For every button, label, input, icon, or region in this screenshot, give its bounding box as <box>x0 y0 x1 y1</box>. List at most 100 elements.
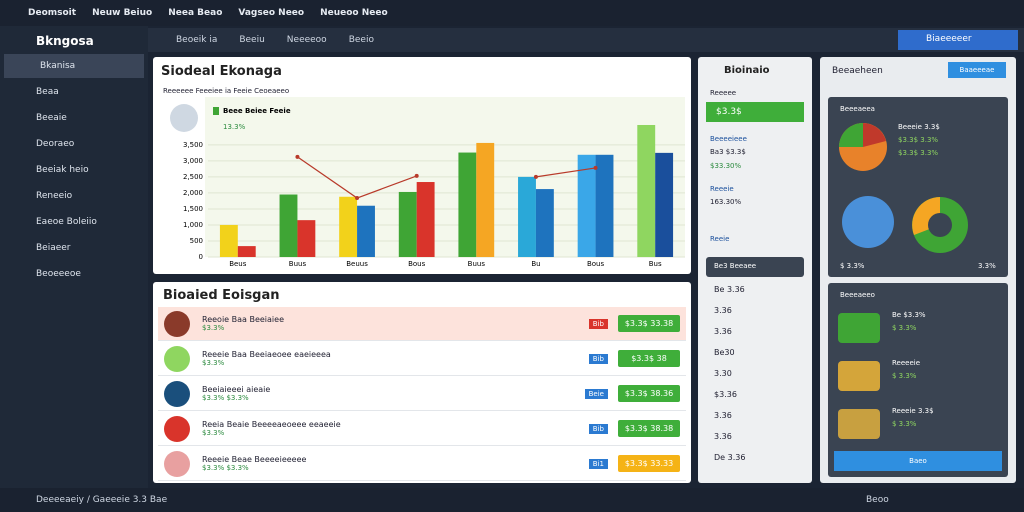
brand: Bkngosa <box>36 34 94 48</box>
item-name: Reeeie <box>710 185 734 193</box>
stat: 13.3% <box>223 123 246 131</box>
badge: Bib <box>588 423 608 434</box>
y-tick-label: 1,000 <box>183 221 203 229</box>
toolbar: Beoeik ia Beeiu Neeeeoo Beeio <box>148 28 1024 52</box>
tab[interactable]: Neeeeoo <box>286 35 327 45</box>
row-text: Reeoie Baa Beeiaiee $3.3% <box>202 315 284 332</box>
donut-hole <box>928 213 952 237</box>
avatar <box>164 310 190 337</box>
bar <box>357 205 375 257</box>
panel-title: Beeaeheen <box>832 66 883 76</box>
nav-item[interactable]: Beeiak heio <box>36 165 89 175</box>
bar <box>237 246 256 257</box>
list-row[interactable]: Reeia Beaie Beeeeaeoeee eeaeeie $3.3% Bib $… <box>158 412 686 446</box>
tab[interactable]: Beoeik ia <box>176 35 218 45</box>
row-button[interactable]: $3.3$ 38.38 <box>618 420 680 437</box>
code: De 3.36 <box>714 453 746 462</box>
avatar <box>170 104 198 132</box>
card-title: Beeeaeeo <box>840 291 875 299</box>
menu[interactable]: Neueoo Neeo <box>320 8 388 18</box>
nav-item[interactable]: Beiaeer <box>36 243 71 253</box>
row-button[interactable]: $3.3$ 33.33 <box>618 455 680 472</box>
row-sub: $3.3% <box>202 429 225 437</box>
avatar-circle <box>842 196 894 248</box>
tab[interactable]: Beeiu <box>239 35 265 45</box>
list-row[interactable]: Reeeie Baa Beeiaeoee eaeieeea $3.3% Bib $3.… <box>158 342 686 376</box>
search[interactable]: Biaeeeeer <box>898 30 1018 50</box>
card-line: $3.3$ 3.3% <box>898 136 939 144</box>
x-tick-label: Bus <box>649 260 662 268</box>
nav-item[interactable]: Beaa <box>36 87 59 97</box>
bar <box>637 124 656 257</box>
list-row[interactable]: Reeeie Beae Beeeeieeeee $3.3% $3.3% Bi1 $3.… <box>158 447 686 481</box>
card-line: 3.3% <box>978 262 996 270</box>
top-bar: Deomsoit Neuw Beiuo Neea Beao Vagseo Nee… <box>0 0 1024 26</box>
x-tick-label: Buus <box>468 260 486 268</box>
avatar <box>164 450 190 477</box>
nav-item[interactable]: Deoraeo <box>36 139 75 149</box>
item-line: Be $3.3% <box>892 311 926 319</box>
nav-item[interactable]: Reneeio <box>36 191 73 201</box>
status-bar: Deeeeaeiy / Gaeeeie 3.3 Bae Beoo <box>0 488 1024 512</box>
x-tick-label: Beus <box>229 260 247 268</box>
button[interactable]: Baaeeeae <box>948 62 1006 78</box>
panel-subtitle: Reeeeee Feeeiee ia Feeie Ceoeaeeo <box>163 87 290 95</box>
bar <box>458 152 477 257</box>
row-name: Reeoie Baa Beeiaiee <box>202 315 284 324</box>
y-tick-label: 2,000 <box>183 189 203 197</box>
bar-chart: Beee Beiee Feeie 13.3% 0 500 1,000 1,500 2,0… <box>170 97 685 268</box>
nav-item[interactable]: Bkanisa <box>4 54 144 78</box>
code: $3.36 <box>714 390 737 399</box>
y-tick-label: 3,500 <box>183 141 203 149</box>
menu[interactable]: Vagseo Neeo <box>238 8 305 18</box>
y-tick-label: 2,500 <box>183 173 203 181</box>
person-name: Beee Beiee Feeie <box>223 107 291 115</box>
row-button[interactable]: $3.3$ 33.38 <box>618 315 680 332</box>
nav-item[interactable]: Beoeeeoe <box>36 269 81 279</box>
card-line: $ 3.3% <box>840 262 865 270</box>
x-tick-label: Bous <box>587 260 605 268</box>
row-sub: $3.3% <box>202 359 225 367</box>
code: Be30 <box>714 348 735 357</box>
item-line: $ 3.3% <box>892 324 917 332</box>
menu[interactable]: Neuw Beiuo <box>92 8 153 18</box>
row-button[interactable]: $3.3$ 38.36 <box>618 385 680 402</box>
nav-item[interactable]: Beeaie <box>36 113 67 123</box>
item-line: $ 3.3% <box>892 420 917 428</box>
code: 3.36 <box>714 411 732 420</box>
right-panel: Beeaeheen Baaeeeae Beeeaeea Beeeie 3.3$ $… <box>820 57 1016 483</box>
row-name: Reeeie Baa Beeiaeoee eaeieeea <box>202 350 331 359</box>
row-name: Reeia Beaie Beeeeaeoeee eeaeeie <box>202 420 341 429</box>
bar <box>219 224 238 257</box>
card-title: Beeeaeea <box>840 105 875 113</box>
menu[interactable]: Neea Beao <box>168 8 223 18</box>
item-icon <box>838 409 880 439</box>
trend-line <box>297 156 417 199</box>
panel-title: Siodeal Ekonaga <box>161 64 282 79</box>
chart-panel: Siodeal Ekonaga Reeeeee Feeeiee ia Feeie… <box>153 57 691 274</box>
row-button[interactable]: $3.3$ 38 <box>618 350 680 367</box>
row-sub: $3.3% $3.3% <box>202 394 249 402</box>
nav-item[interactable]: Eaeoe Boleiio <box>36 217 97 227</box>
bar <box>339 196 358 257</box>
row-sub: $3.3% $3.3% <box>202 464 249 472</box>
label: Reeeee <box>710 89 737 97</box>
item-b: $33.30% <box>710 162 742 170</box>
button[interactable]: $3.3$ <box>706 102 804 122</box>
list-row[interactable]: Beeiaieeei aieaie $3.3% $3.3% Beie $3.3$ 38… <box>158 377 686 411</box>
app-name: Deomsoit <box>28 8 77 18</box>
tab[interactable]: Beeio <box>348 35 374 45</box>
row-name: Beeiaieeei aieaie <box>202 385 271 394</box>
badge: Bi1 <box>588 458 608 469</box>
list-row[interactable]: Reeoie Baa Beeiaiee $3.3% Bib $3.3$ 33.38 <box>158 307 686 341</box>
bar <box>279 194 298 257</box>
y-tick-label: 1,500 <box>183 205 203 213</box>
card: Beeeaeeo Be $3.3% $ 3.3% Reeeeie $ 3.3% Reee… <box>828 283 1008 477</box>
button[interactable]: Baeo <box>834 451 1002 471</box>
middle-panel: Bioinaio Reeeee $3.3$ Beeeeieee Ba3 $3.3$… <box>698 57 812 483</box>
avatar <box>164 345 190 372</box>
avatar <box>164 415 190 442</box>
item-icon <box>838 313 880 343</box>
